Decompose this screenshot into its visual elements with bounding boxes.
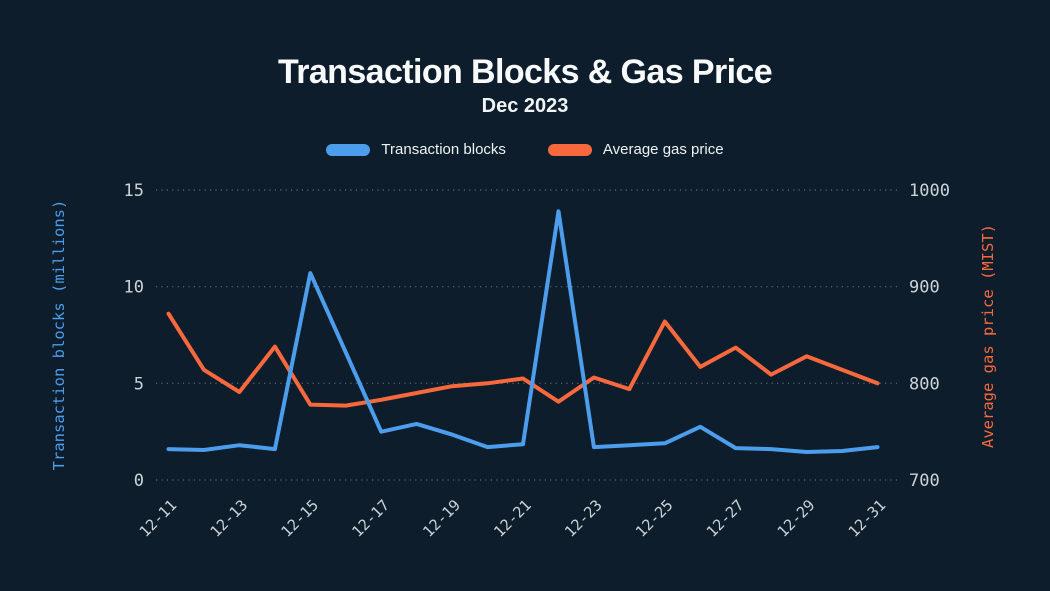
left-axis-title: Transaction blocks (millions)	[50, 200, 68, 471]
right-axis-tick-label: 700	[909, 471, 940, 491]
legend-item-transaction-blocks[interactable]: Transaction blocks	[326, 141, 506, 158]
x-axis-tick-label: 12-23	[561, 496, 606, 541]
x-axis-tick-label: 12-27	[703, 496, 748, 541]
right-axis-tick-label: 900	[909, 278, 940, 298]
x-axis-tick-label: 12-17	[348, 496, 393, 541]
legend-swatch	[547, 143, 592, 156]
chart-title: Transaction Blocks & Gas Price	[277, 53, 773, 91]
legend: Transaction blocks Average gas price	[0, 141, 1050, 158]
x-axis-tick-label: 12-21	[490, 496, 535, 541]
chart-subtitle: Dec 2023	[481, 95, 569, 117]
series-line-average-gas-price	[166, 311, 880, 408]
x-axis-tick-label: 12-11	[136, 496, 181, 541]
series-line-transaction-blocks	[166, 209, 880, 454]
x-axis-tick-label: 12-31	[845, 496, 890, 541]
x-axis-tick-label: 12-19	[419, 496, 464, 541]
left-axis-tick-label: 15	[124, 181, 144, 201]
x-axis-tick-label: 12-25	[632, 496, 677, 541]
left-axis-tick-label: 5	[134, 374, 144, 394]
left-axis-tick-label: 10	[124, 278, 144, 298]
legend-swatch	[326, 143, 371, 156]
x-axis-tick-label: 12-15	[277, 496, 322, 541]
legend-item-average-gas-price[interactable]: Average gas price	[547, 141, 724, 158]
right-axis-title: Average gas price (MIST)	[979, 224, 997, 448]
legend-label: Average gas price	[602, 141, 724, 158]
right-axis-tick-label: 800	[909, 374, 940, 394]
right-axis-tick-label: 1000	[909, 181, 950, 201]
legend-label: Transaction blocks	[381, 141, 506, 158]
left-axis-tick-label: 0	[134, 471, 144, 491]
x-axis-tick-label: 12-29	[774, 496, 819, 541]
x-axis-tick-label: 12-13	[207, 496, 252, 541]
